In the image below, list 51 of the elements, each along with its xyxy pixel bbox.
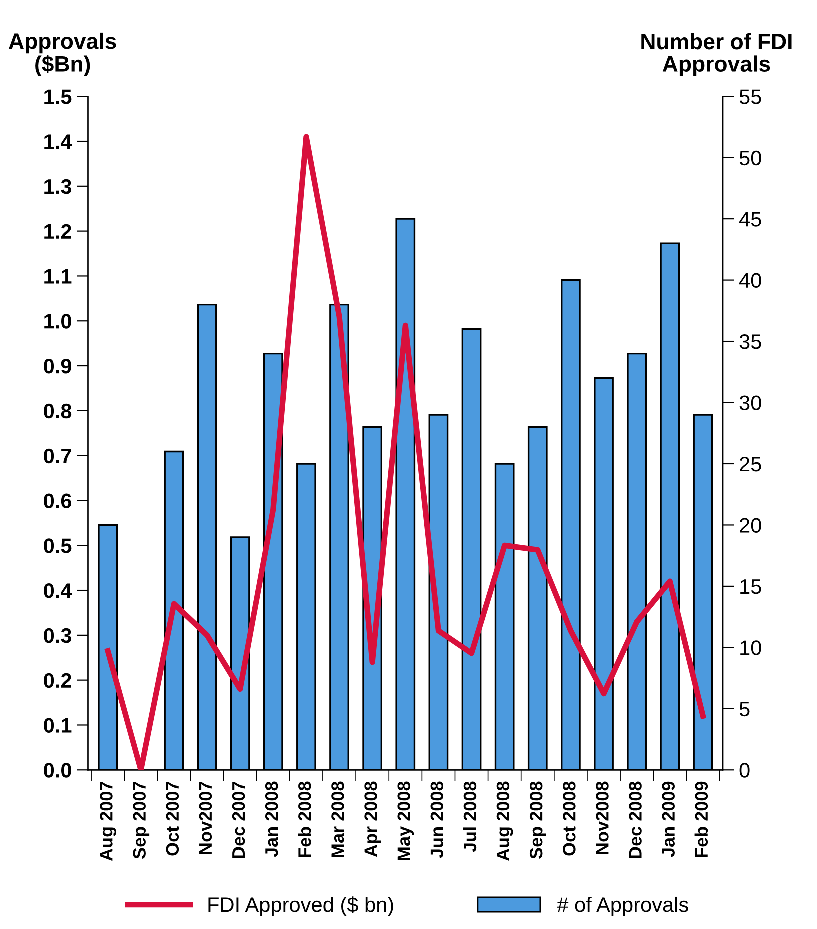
x-tick-label: Aug 2008 bbox=[496, 782, 514, 862]
y2-tick-label: 55 bbox=[740, 90, 762, 104]
y2-tick-label: 25 bbox=[740, 456, 762, 472]
x-tick-label: May 2008 bbox=[398, 782, 414, 860]
y2-tick-label: 35 bbox=[740, 334, 762, 350]
x-tick-label: Aug 2007 bbox=[100, 782, 116, 862]
x-tick-label: Apr 2008 bbox=[364, 782, 381, 858]
x-tick-label: Sep 2008 bbox=[530, 782, 546, 860]
y2-tick-label: 0 bbox=[740, 763, 750, 778]
y-tick-label: 0.8 bbox=[44, 404, 72, 419]
y-tick-label: 0.6 bbox=[44, 494, 72, 508]
y-tick-label: 1.2 bbox=[44, 224, 72, 239]
x-tick-label: Oct 2007 bbox=[166, 782, 180, 856]
x-tick-label: Dec 2008 bbox=[629, 782, 642, 858]
y-tick-label: 0.4 bbox=[44, 584, 72, 598]
x-tick-label: Nov2008 bbox=[596, 782, 609, 854]
x-tick-label: Feb 2008 bbox=[298, 782, 312, 858]
y2-tick-label: 30 bbox=[740, 396, 762, 411]
y-tick-label: 0.1 bbox=[44, 718, 72, 733]
y-tick-label: 0.9 bbox=[44, 359, 72, 374]
x-tick-label: Mar 2008 bbox=[332, 782, 344, 858]
x-tick-label: Jul 2008 bbox=[463, 782, 477, 852]
legend-label: # of Approvals bbox=[557, 896, 688, 916]
legend-label: FDI Approved ($ bn) bbox=[208, 896, 394, 916]
y-tick-label: 1.0 bbox=[44, 314, 72, 329]
y2-tick-label: 50 bbox=[740, 150, 762, 166]
y-tick-label: 0.7 bbox=[44, 448, 72, 464]
y-tick-label: 0.0 bbox=[44, 763, 72, 778]
x-tick-label: Jun 2008 bbox=[430, 782, 444, 858]
x-tick-label: Sep 2007 bbox=[133, 782, 150, 860]
x-tick-label: Oct 2008 bbox=[563, 782, 576, 856]
y2-tick-label: 45 bbox=[739, 212, 762, 227]
y-tick-label: 1.5 bbox=[44, 90, 72, 104]
y-tick-label: 1.3 bbox=[44, 179, 72, 194]
y-axis-title: Approvals ($Bn) bbox=[9, 32, 116, 76]
x-tick-label: Nov2007 bbox=[199, 782, 212, 854]
y-tick-label: 1.4 bbox=[44, 134, 72, 150]
y2-tick-label: 15 bbox=[740, 580, 762, 594]
x-tick-label: Dec 2007 bbox=[232, 782, 246, 858]
y-tick-label: 0.3 bbox=[44, 628, 72, 644]
y-tick-label: 0.2 bbox=[44, 673, 72, 688]
x-tick-label: Jan 2009 bbox=[662, 782, 675, 858]
y-tick-label: 0.5 bbox=[44, 538, 72, 554]
x-tick-label: Jan 2008 bbox=[265, 782, 278, 858]
y2-tick-label: 20 bbox=[740, 518, 762, 533]
y2-tick-label: 40 bbox=[739, 273, 762, 288]
y2-tick-label: 10 bbox=[740, 640, 762, 656]
y2-tick-label: 5 bbox=[740, 702, 750, 717]
x-tick-label: Feb 2009 bbox=[694, 782, 708, 858]
y-tick-label: 1.1 bbox=[44, 269, 72, 284]
y2-axis-title: Number of FDI Approvals bbox=[642, 33, 792, 76]
